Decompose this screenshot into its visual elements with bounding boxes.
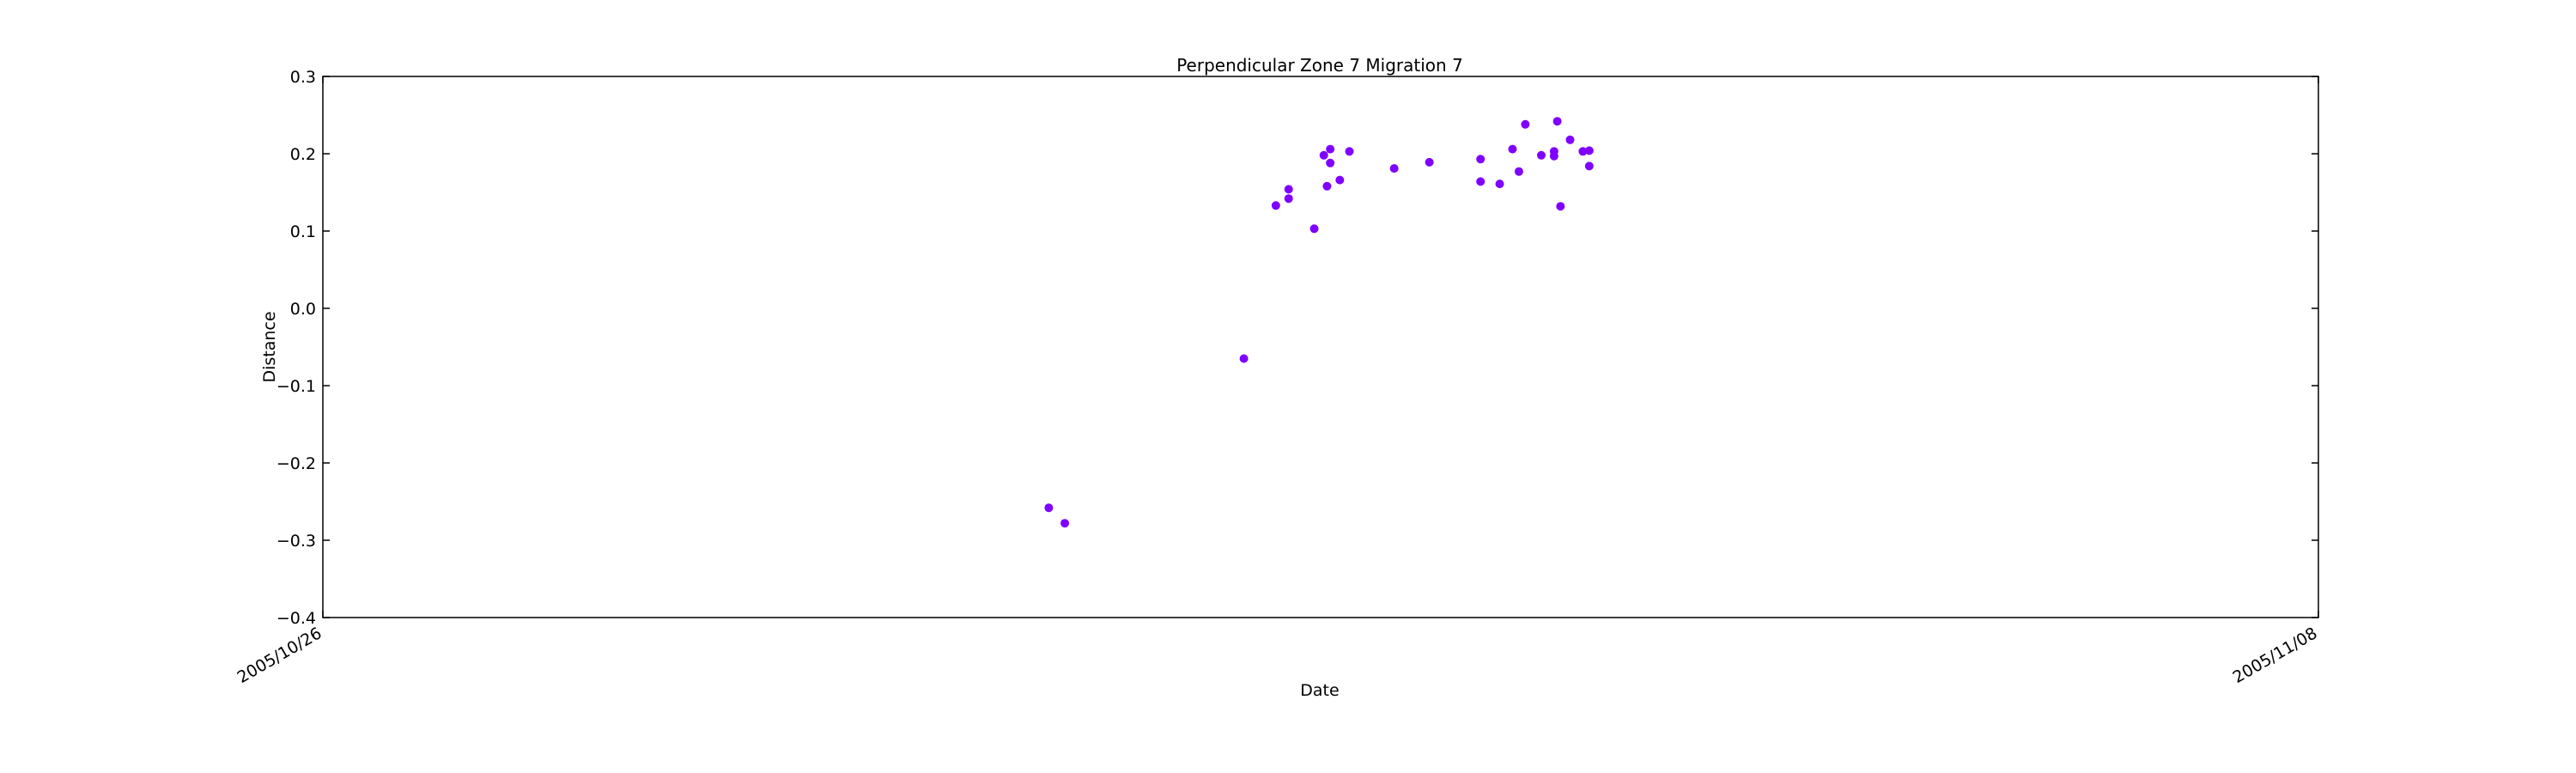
data-point bbox=[1508, 144, 1517, 154]
y-tick-label: −0.4 bbox=[276, 609, 316, 628]
data-point bbox=[1578, 147, 1588, 156]
data-point bbox=[1584, 146, 1594, 155]
data-points bbox=[1044, 117, 1594, 528]
y-tick-label: −0.3 bbox=[276, 532, 316, 551]
plot-area-frame bbox=[322, 76, 2319, 618]
data-point bbox=[1552, 117, 1562, 126]
data-point bbox=[1389, 164, 1399, 173]
data-point bbox=[1514, 167, 1523, 176]
data-point bbox=[1326, 144, 1335, 154]
y-tick-label: −0.2 bbox=[276, 454, 316, 473]
data-point bbox=[1556, 202, 1565, 211]
y-axis-ticks: 0.3 0.2 0.1 0.0 −0.1 −0.2 −0.3 −0.4 bbox=[276, 68, 2318, 628]
y-axis-label: Distance bbox=[260, 311, 279, 382]
data-point bbox=[1345, 147, 1354, 156]
data-point bbox=[1326, 158, 1335, 167]
data-point bbox=[1335, 175, 1345, 185]
data-point bbox=[1476, 177, 1485, 186]
y-tick-label: 0.2 bbox=[290, 145, 316, 164]
y-tick-label: 0.3 bbox=[290, 68, 316, 87]
y-tick-label: 0.1 bbox=[290, 222, 316, 241]
data-point bbox=[1521, 119, 1530, 129]
data-point bbox=[1549, 151, 1558, 161]
data-point bbox=[1322, 181, 1332, 191]
data-point bbox=[1476, 155, 1485, 164]
data-point bbox=[1284, 194, 1293, 204]
data-point bbox=[1044, 503, 1054, 513]
chart-title: Perpendicular Zone 7 Migration 7 bbox=[1176, 55, 1463, 76]
data-point bbox=[1284, 185, 1293, 194]
data-point bbox=[1239, 354, 1249, 363]
data-point bbox=[1271, 201, 1280, 210]
data-point bbox=[1309, 224, 1319, 234]
data-point bbox=[1495, 180, 1504, 189]
data-point bbox=[1584, 161, 1594, 171]
data-point bbox=[1565, 135, 1575, 144]
y-tick-label: −0.1 bbox=[276, 377, 316, 396]
data-point bbox=[1425, 157, 1434, 167]
y-tick-label: 0.0 bbox=[290, 300, 316, 319]
data-point bbox=[1536, 150, 1546, 160]
data-point bbox=[1319, 150, 1328, 160]
data-point bbox=[1060, 519, 1070, 528]
x-axis-label: Date bbox=[1300, 681, 1339, 700]
